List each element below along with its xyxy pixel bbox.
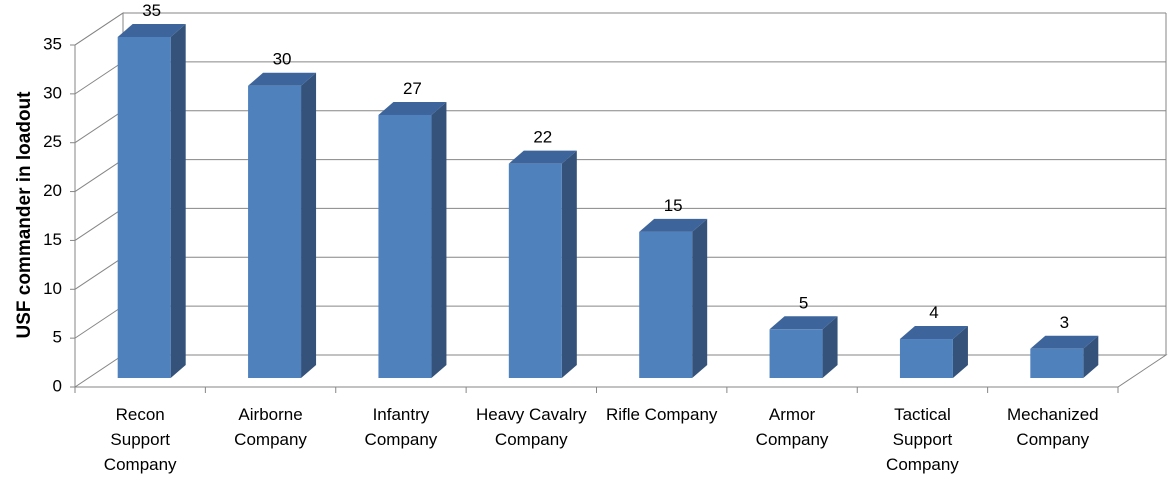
category-label: Rifle Company — [606, 405, 718, 424]
bar — [899, 326, 968, 378]
bar — [117, 24, 186, 378]
bar-front — [769, 329, 823, 378]
data-label: 3 — [1060, 313, 1069, 332]
bar-front — [1030, 348, 1084, 378]
bar-top — [248, 72, 317, 86]
category-label: Recon Support Company — [104, 405, 177, 474]
bar-side — [1083, 335, 1099, 378]
y-tick-label: 5 — [53, 328, 62, 347]
data-label: 22 — [533, 128, 552, 147]
gridlines — [74, 12, 1166, 339]
bar-front — [117, 37, 171, 378]
data-label: 15 — [664, 196, 683, 215]
bar-side — [431, 101, 447, 378]
bar-front — [378, 114, 432, 378]
bar-top — [639, 218, 708, 232]
bar-side — [822, 316, 838, 378]
bar-top — [1030, 335, 1099, 349]
y-tick-label: 35 — [43, 34, 62, 53]
category-labels: Recon Support Company Airborne Company Infant… — [104, 405, 1099, 474]
category-label: Armor Company — [756, 405, 829, 449]
bar — [248, 72, 317, 378]
bar-front — [508, 163, 562, 378]
bar-side — [561, 150, 577, 378]
bar-top — [117, 24, 186, 37]
y-tick-label: 20 — [43, 181, 62, 200]
bar-top — [378, 101, 447, 115]
data-label: 30 — [273, 50, 292, 69]
y-tick-label: 25 — [43, 132, 62, 151]
category-label: Mechanized Company — [1007, 405, 1099, 449]
bar-side — [170, 24, 186, 378]
bars — [117, 24, 1099, 378]
side-wall — [74, 12, 124, 387]
data-labels: 35 30 27 22 15 5 4 3 — [142, 1, 1069, 332]
gridline-side — [74, 12, 124, 46]
floor — [73, 354, 1168, 388]
bar-front — [899, 339, 953, 378]
bar-top — [769, 316, 838, 330]
bar — [1030, 335, 1099, 378]
category-label: Heavy Cavalry Company — [476, 405, 587, 449]
y-axis-ticks: 0 5 10 15 20 25 30 35 — [43, 34, 75, 395]
bar — [378, 101, 447, 378]
category-label: Tactical Support Company — [886, 405, 959, 474]
gridline-side — [74, 61, 124, 95]
y-tick-label: 0 — [53, 376, 62, 395]
data-label: 35 — [142, 1, 161, 20]
gridline-side — [74, 110, 124, 144]
bar — [639, 218, 708, 378]
bar-front — [248, 85, 302, 378]
data-label: 5 — [799, 293, 808, 312]
bar-front — [639, 231, 693, 378]
y-tick-label: 10 — [43, 279, 62, 298]
gridline-side — [74, 256, 124, 290]
bar-side — [692, 218, 708, 378]
bar — [769, 316, 838, 378]
data-label: 4 — [929, 303, 938, 322]
data-label: 27 — [403, 79, 422, 98]
category-label: Infantry Company — [365, 405, 438, 449]
gridline-side — [74, 305, 124, 339]
bar-side — [301, 72, 317, 378]
bar-top — [508, 150, 577, 164]
y-axis-title: USF commander in loadout — [14, 91, 35, 339]
chart-walls — [73, 12, 1168, 393]
bar — [508, 150, 577, 378]
y-tick-label: 30 — [43, 83, 62, 102]
bar-top — [899, 326, 968, 340]
bar-side — [952, 326, 968, 378]
category-label: Airborne Company — [234, 405, 307, 449]
y-tick-label: 15 — [43, 230, 62, 249]
gridline-side — [74, 208, 124, 241]
gridline-side — [74, 159, 124, 192]
